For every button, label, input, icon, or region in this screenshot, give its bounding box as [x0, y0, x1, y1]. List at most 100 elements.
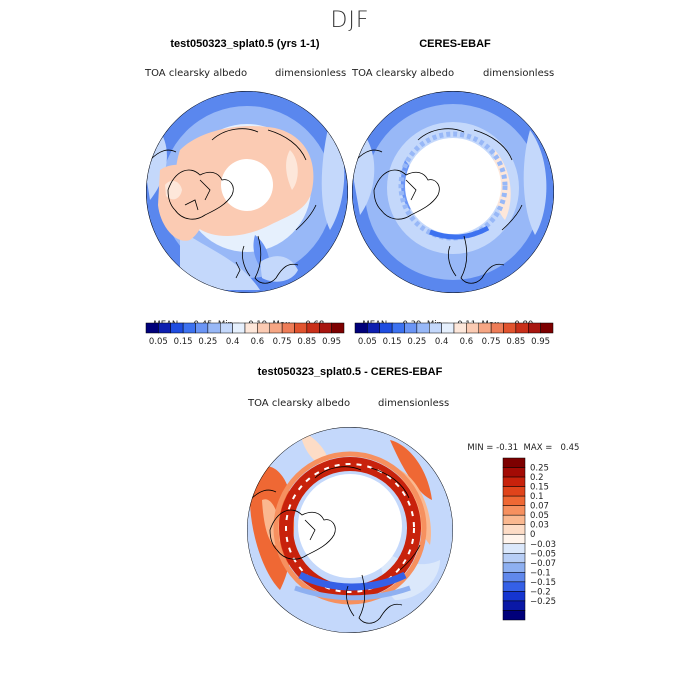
- panel2-colorbar-box: [429, 322, 442, 334]
- diff-colorbar-tick: −0.25: [530, 597, 556, 607]
- diff-colorbar-box: [502, 610, 526, 621]
- map3-missing-pole: [298, 474, 402, 578]
- panel1-colorbar-tick: 0.25: [198, 337, 217, 347]
- panel1-colorbar-tick: 0.05: [149, 337, 168, 347]
- panel1-colorbar-tick: 0.95: [322, 337, 341, 347]
- panel2-colorbar-box: [528, 322, 541, 334]
- diff-colorbar-box: [502, 514, 526, 525]
- panel2-colorbar-box: [354, 322, 368, 334]
- panel2-colorbar-box: [515, 322, 529, 334]
- panel1-colorbar-box: [158, 322, 171, 334]
- panel1-colorbar-tick: 0.4: [226, 337, 240, 347]
- panel2-colorbar-tick: 0.25: [407, 337, 426, 347]
- diff-colorbar-box: [502, 486, 526, 497]
- panel1-colorbar-box: [244, 322, 258, 334]
- panel1-colorbar-box: [269, 322, 283, 334]
- diff-colorbar-box: [502, 562, 526, 573]
- diff-colorbar-tick: 0.03: [530, 521, 549, 531]
- diff-colorbar-tick: 0.05: [530, 511, 549, 521]
- diff-colorbar-box: [502, 581, 526, 592]
- panel2-colorbar-box: [466, 322, 479, 334]
- diff-colorbar-box: [502, 543, 526, 554]
- panel1-colorbar-box: [220, 322, 233, 334]
- panel1-colorbar-box: [170, 322, 184, 334]
- panel2-title: CERES-EBAF: [419, 38, 491, 50]
- diff-colorbar-box: [502, 495, 526, 506]
- map3: [247, 427, 453, 633]
- diff-units-label: dimensionless: [378, 398, 450, 409]
- diff-colorbar-tick: −0.07: [530, 559, 556, 569]
- diff-colorbar-box: [502, 467, 526, 478]
- diff-colorbar-tick: −0.03: [530, 540, 556, 550]
- diff-variable-label: TOA clearsky albedo: [248, 398, 351, 409]
- panel2-variable-label: TOA clearsky albedo: [352, 68, 455, 79]
- panel1-colorbar-box: [306, 322, 320, 334]
- panel1-colorbar-box: [195, 322, 209, 334]
- diff-colorbar-tick: −0.1: [530, 568, 551, 578]
- diff-min-value: -0.31: [496, 443, 519, 453]
- diff-stats: MIN = -0.31 MAX = 0.45: [462, 433, 579, 453]
- panel1-colorbar: 0.05 0.15 0.25 0.4 0.6 0.75 0.85 0.95: [145, 322, 345, 347]
- map1-coastlines: [149, 128, 317, 284]
- panel2-colorbar-tick: 0.75: [482, 337, 501, 347]
- panel1-colorbar-box: [281, 322, 295, 334]
- diff-colorbar-box: [502, 572, 526, 583]
- panel2-colorbar-box: [478, 322, 492, 334]
- panel2-colorbar-box: [416, 322, 430, 334]
- panel1-colorbar-box: [331, 322, 345, 334]
- panel2-units-label: dimensionless: [483, 68, 555, 79]
- panel1-colorbar-box: [257, 322, 270, 334]
- panel2-colorbar-tick: 0.15: [383, 337, 402, 347]
- panel1-colorbar-box: [319, 322, 332, 334]
- panel2-colorbar: 0.05 0.15 0.25 0.4 0.6 0.75 0.85 0.95: [354, 322, 554, 347]
- map3-coastlines: [249, 466, 421, 624]
- panel2-colorbar-box: [490, 322, 504, 334]
- diff-colorbar-box: [502, 533, 526, 545]
- diff-colorbar-tick: 0.2: [530, 473, 544, 483]
- map1-missing-pole: [221, 159, 273, 211]
- diff-colorbar-tick: 0.25: [530, 464, 549, 474]
- panel2-colorbar-box: [503, 322, 517, 334]
- diff-colorbar-box: [502, 505, 526, 516]
- diff-colorbar-tick: −0.15: [530, 578, 556, 588]
- panel2-colorbar-tick: 0.6: [460, 337, 474, 347]
- panel1-units-label: dimensionless: [275, 68, 347, 79]
- panel2-colorbar-box: [367, 322, 380, 334]
- panel1-colorbar-tick: 0.75: [273, 337, 292, 347]
- diff-max-label: MAX =: [523, 443, 553, 453]
- panel2-colorbar-tick: 0.85: [506, 337, 525, 347]
- diff-colorbar-tick: 0.15: [530, 483, 549, 493]
- panel2-colorbar-box: [404, 322, 418, 334]
- diff-colorbar-tick: −0.2: [530, 587, 551, 597]
- panel2-colorbar-box: [441, 322, 455, 334]
- panel2-colorbar-tick: 0.05: [358, 337, 377, 347]
- panel1-colorbar-box: [207, 322, 221, 334]
- panel1-colorbar-tick: 0.15: [174, 337, 193, 347]
- diff-min-label: MIN =: [467, 443, 494, 453]
- panel1-colorbar-tick: 0.85: [297, 337, 316, 347]
- diff-colorbar-box: [502, 476, 526, 487]
- panel2-colorbar-box: [391, 322, 405, 334]
- diff-title: test050323_splat0.5 - CERES-EBAF: [257, 366, 443, 378]
- map2-coastlines: [355, 128, 523, 284]
- panel1-colorbar-tick: 0.6: [251, 337, 265, 347]
- diff-colorbar-box: [502, 457, 526, 468]
- diff-colorbar: 0.250.20.150.10.070.050.030−0.03−0.05−0.…: [502, 457, 556, 621]
- diff-colorbar-box: [502, 524, 526, 535]
- diff-max-value: 0.45: [560, 443, 580, 453]
- diff-colorbar-tick: 0: [530, 530, 535, 540]
- diff-colorbar-box: [502, 600, 526, 611]
- panel1-colorbar-box: [182, 322, 196, 334]
- panel2-colorbar-tick: 0.95: [531, 337, 550, 347]
- map2: [352, 91, 554, 293]
- panel1-variable-label: TOA clearsky albedo: [145, 68, 248, 79]
- diff-colorbar-tick: −0.05: [530, 549, 556, 559]
- panel2-colorbar-box: [379, 322, 393, 334]
- panel2-colorbar-tick: 0.4: [435, 337, 449, 347]
- diff-colorbar-box: [502, 553, 526, 564]
- panel1-colorbar-box: [294, 322, 308, 334]
- panel1-colorbar-box: [232, 322, 246, 334]
- panel1-title: test050323_splat0.5 (yrs 1-1): [170, 38, 320, 50]
- map1: [146, 91, 348, 293]
